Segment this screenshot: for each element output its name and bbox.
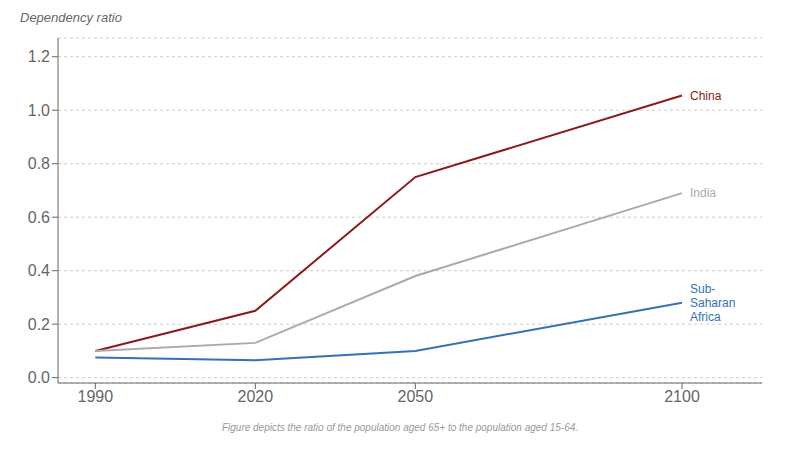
svg-text:0.6: 0.6: [28, 209, 50, 226]
svg-text:2020: 2020: [238, 388, 274, 405]
svg-text:0.8: 0.8: [28, 155, 50, 172]
svg-text:2100: 2100: [664, 388, 700, 405]
svg-text:0.2: 0.2: [28, 316, 50, 333]
svg-text:0.0: 0.0: [28, 369, 50, 386]
html-text:Figure depicts the ratio of th: Figure depicts the ratio of the populati…: [221, 422, 578, 433]
svg-text:2050: 2050: [398, 388, 434, 405]
html-text:Dependency ratio: Dependency ratio: [20, 10, 122, 25]
svg-text:1.0: 1.0: [28, 102, 50, 119]
svg-text:1.2: 1.2: [28, 48, 50, 65]
svg-text:0.4: 0.4: [28, 262, 50, 279]
svg-text:Sub-SaharanAfrica: Sub-SaharanAfrica: [690, 282, 735, 324]
svg-text:1990: 1990: [78, 388, 114, 405]
svg-text:China: China: [690, 89, 722, 103]
svg-text:India: India: [690, 186, 716, 200]
